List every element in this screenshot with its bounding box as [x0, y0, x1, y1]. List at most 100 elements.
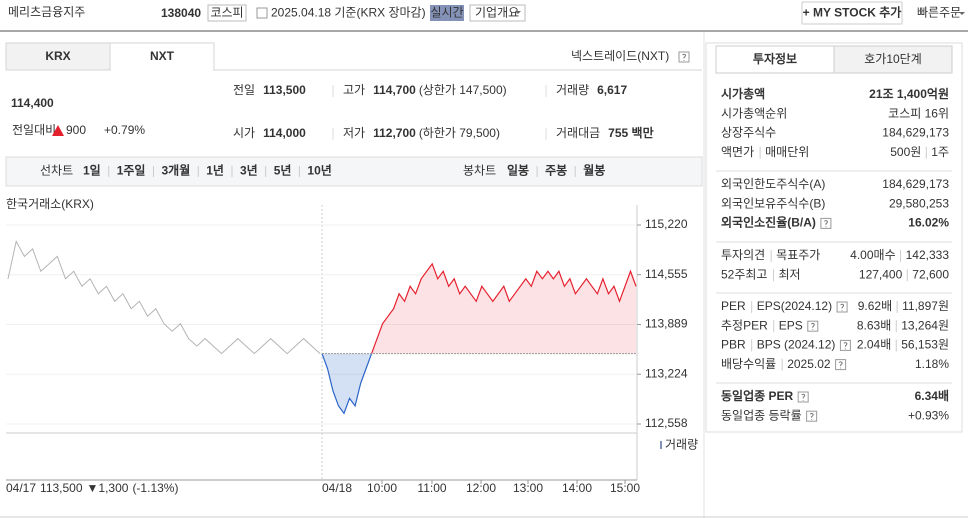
y-tick-label: 112,558: [645, 416, 688, 430]
info-label: 외국인보유주식수(B): [721, 196, 825, 210]
period-option[interactable]: 1주일: [117, 164, 146, 178]
summary-label: 전일: [233, 83, 255, 97]
period-option[interactable]: 3년: [240, 164, 258, 178]
info-label: 배당수익률: [721, 357, 776, 371]
info-value: 1.18%: [915, 357, 949, 371]
info-label: 52주최고: [721, 267, 767, 281]
info-label: 최저: [778, 267, 800, 281]
info-help-mark: [809, 412, 814, 420]
change-value: 900: [66, 123, 86, 137]
summary-value: 112,700: [373, 126, 416, 140]
info-label: 동일업종 등락률: [721, 408, 802, 422]
info-value: 29,580,253: [889, 196, 949, 210]
summary-label: 거래량: [556, 83, 589, 97]
info-tab-label[interactable]: 호가10단계: [864, 52, 922, 66]
tab-krx[interactable]: [5, 42, 111, 71]
info-value: 13,264원: [901, 318, 949, 332]
info-label: PBR: [721, 338, 746, 352]
info-value: 184,629,173: [882, 177, 949, 191]
summary-value: 114,000: [263, 126, 306, 140]
realtime-label: 실시간: [430, 6, 463, 20]
company-menu[interactable]: [469, 4, 526, 22]
info-help-mark: [843, 342, 848, 350]
line-chart-label: 선차트: [40, 164, 73, 178]
candle-option[interactable]: 월봉: [583, 163, 605, 178]
prev-day-date: 04/17: [6, 481, 36, 495]
dropdown-arrow: [959, 12, 965, 15]
stock-code: 138040: [161, 6, 201, 20]
my-stock-label[interactable]: + MY STOCK 추가: [803, 5, 902, 20]
info-label: 외국인소진율(B/A): [721, 215, 816, 230]
market-badge: [207, 4, 247, 22]
info-label: 목표주가: [776, 248, 820, 262]
info-value: 142,333: [906, 248, 950, 262]
info-value: 11,897원: [902, 299, 949, 313]
info-label: EPS(2024.12): [757, 299, 832, 313]
prev-day-close: 113,500: [40, 481, 83, 495]
info-tab-active[interactable]: [715, 45, 835, 74]
chart-subtitle: 한국거래소(KRX): [6, 197, 94, 211]
info-help-mark: [838, 361, 843, 369]
info-value: 21조 1,400억원: [869, 87, 949, 101]
quick-order[interactable]: 빠른주문: [917, 6, 961, 20]
tab-nxt[interactable]: [109, 42, 215, 71]
info-label: 동일업종 PER: [721, 389, 794, 403]
candle-option[interactable]: 일봉: [507, 164, 529, 178]
tab-krx-label[interactable]: KRX: [45, 49, 70, 63]
summary-value: 6,617: [597, 83, 627, 97]
summary-label: 시가: [233, 126, 255, 140]
info-tab[interactable]: [833, 45, 953, 74]
change-label: 전일대비: [12, 123, 56, 137]
base-date: 2025.04.18 기준(KRX 장마감): [271, 6, 426, 20]
x-tick-label: 10:00: [367, 481, 397, 495]
nxt-link[interactable]: 넥스트레이드(NXT): [571, 49, 669, 63]
info-value: 127,400: [859, 267, 903, 281]
volume-legend-mark: [660, 441, 662, 449]
tab-nxt-label[interactable]: NXT: [150, 49, 175, 63]
prev-day-rate: (-1.13%): [132, 481, 178, 495]
price-area-up: [322, 263, 636, 354]
price-area-down: [322, 353, 372, 414]
summary-value: 113,500: [263, 83, 306, 97]
my-stock-button[interactable]: [801, 1, 903, 25]
company-menu-label: 기업개요: [475, 6, 519, 20]
y-tick-label: 113,224: [645, 366, 688, 380]
y-tick-label: 113,889: [645, 317, 688, 331]
y-tick-label: 115,220: [645, 217, 688, 231]
nxt-help-mark: [682, 53, 687, 61]
info-value: 72,600: [912, 267, 949, 281]
info-value: 9.62배: [858, 299, 892, 313]
summary-label: 거래대금: [556, 126, 600, 140]
x-tick-label: 12:00: [466, 481, 496, 495]
x-tick-label: 04/18: [322, 481, 352, 495]
tab-nxt-cover: [111, 69, 213, 71]
info-value: 4.00매수: [850, 248, 895, 262]
period-option[interactable]: 5년: [274, 164, 292, 178]
up-triangle: [52, 125, 64, 136]
info-label: 시가총액: [721, 86, 765, 101]
info-tab-label[interactable]: 투자정보: [753, 51, 797, 66]
info-label: EPS: [779, 318, 803, 332]
summary-value: 755 백만: [608, 125, 653, 140]
info-value: 1주: [931, 145, 949, 159]
price-line-up: [322, 262, 637, 354]
stock-title: 메리츠금융지주: [8, 5, 85, 19]
period-option[interactable]: 1년: [206, 164, 224, 178]
candle-option[interactable]: 주봉: [545, 164, 567, 178]
current-price: 114,400: [11, 96, 54, 110]
period-option[interactable]: 1일: [83, 164, 101, 178]
period-option[interactable]: 3개월: [161, 163, 190, 178]
info-value: +0.93%: [908, 408, 949, 422]
info-value: 2.04배: [857, 338, 891, 352]
info-label: 추정PER: [721, 318, 768, 332]
info-value: 6.34배: [915, 388, 949, 403]
info-help-mark: [810, 322, 815, 330]
period-option[interactable]: 10년: [307, 164, 331, 178]
info-label: PER: [721, 299, 746, 313]
info-label: 상장주식수: [721, 126, 776, 140]
info-label: 외국인한도주식수(A): [721, 177, 825, 191]
info-help-mark: [824, 220, 828, 228]
market-label: 코스피: [210, 6, 243, 20]
x-tick-label: 11:00: [417, 481, 446, 495]
change-rate: +0.79%: [104, 123, 145, 137]
